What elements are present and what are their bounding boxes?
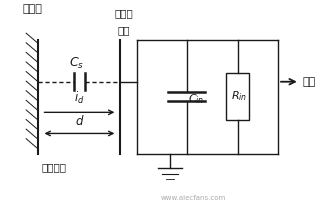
Text: 传感器: 传感器 xyxy=(114,8,133,18)
Text: 空气间隙: 空气间隙 xyxy=(41,162,67,172)
Text: 电极: 电极 xyxy=(117,25,130,35)
Text: $d$: $d$ xyxy=(75,114,84,128)
Text: $R_{in}$: $R_{in}$ xyxy=(231,90,248,103)
Text: 信号源: 信号源 xyxy=(22,4,42,14)
Text: $C_{in}$: $C_{in}$ xyxy=(189,92,205,106)
Text: $C_s$: $C_s$ xyxy=(69,56,84,71)
Text: 输出: 输出 xyxy=(303,77,316,87)
Text: $i_d$: $i_d$ xyxy=(74,90,85,106)
Bar xyxy=(226,73,249,120)
Text: www.alecfans.com: www.alecfans.com xyxy=(160,195,226,201)
